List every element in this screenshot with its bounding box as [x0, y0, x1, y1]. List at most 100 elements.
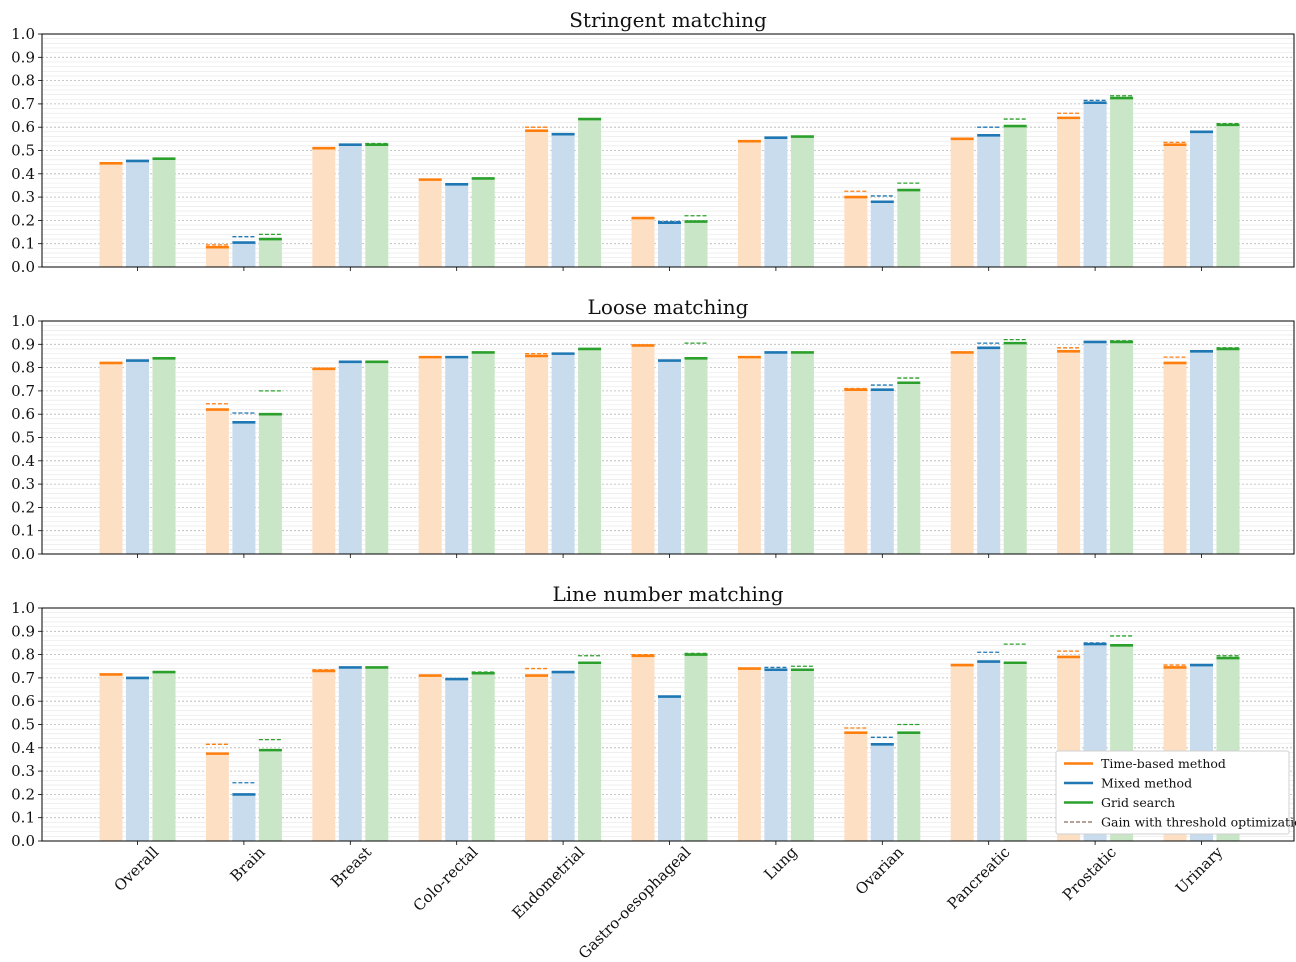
- bar-0: [631, 218, 655, 267]
- y-tick-label: 0.2: [11, 498, 35, 516]
- y-tick-label: 0.1: [11, 522, 35, 540]
- legend-label: Grid search: [1101, 795, 1175, 810]
- bar-0: [1163, 144, 1187, 267]
- bar-2: [152, 358, 176, 554]
- bar-0: [1057, 117, 1081, 267]
- y-tick-label: 0.0: [11, 258, 35, 276]
- bar-2: [897, 382, 921, 554]
- panel-title: Loose matching: [588, 295, 749, 319]
- y-tick-label: 0.5: [11, 716, 35, 734]
- bar-2: [365, 144, 389, 267]
- bar-1: [658, 696, 681, 841]
- bar-0: [205, 409, 229, 554]
- bar-0: [418, 179, 442, 267]
- bar-1: [126, 677, 149, 841]
- bar-0: [950, 138, 974, 267]
- x-tick-label: Pancreatic: [944, 843, 1014, 913]
- legend-label: Mixed method: [1101, 776, 1192, 791]
- bar-1: [126, 160, 149, 267]
- y-tick-label: 0.9: [11, 622, 35, 640]
- x-tick-label: Gastro-oesophageal: [575, 843, 695, 962]
- bar-0: [737, 668, 761, 841]
- bar-0: [205, 247, 229, 267]
- bar-1: [126, 360, 149, 554]
- y-tick-label: 0.4: [11, 452, 35, 470]
- bar-1: [870, 389, 894, 554]
- y-tick-label: 1.0: [11, 25, 35, 43]
- bar-2: [365, 361, 389, 554]
- y-tick-label: 0.1: [11, 235, 35, 253]
- bar-2: [1216, 348, 1240, 554]
- panel-title: Stringent matching: [569, 8, 767, 32]
- bar-2: [1216, 124, 1240, 268]
- bar-0: [844, 389, 868, 554]
- legend-label: Gain with threshold optimization: [1101, 815, 1296, 830]
- y-tick-label: 0.6: [11, 405, 35, 423]
- bar-2: [684, 221, 708, 267]
- y-tick-label: 0.7: [11, 95, 35, 113]
- bar-1: [1083, 102, 1107, 267]
- y-tick-label: 0.4: [11, 165, 35, 183]
- bar-0: [737, 141, 761, 267]
- bar-0: [418, 357, 442, 554]
- bar-0: [525, 130, 549, 267]
- bar-2: [258, 239, 282, 267]
- bar-0: [99, 674, 123, 841]
- axes-frame: [41, 320, 1295, 555]
- panel-title: Line number matching: [552, 582, 783, 606]
- bar-0: [312, 368, 336, 554]
- bar-1: [977, 347, 1001, 554]
- bar-0: [1163, 362, 1187, 554]
- bar-2: [1110, 98, 1134, 267]
- bar-1: [977, 661, 1001, 841]
- bar-2: [684, 358, 708, 554]
- bar-1: [1083, 341, 1107, 554]
- y-tick-label: 0.8: [11, 359, 35, 377]
- bar-1: [764, 669, 788, 841]
- bar-2: [365, 667, 389, 841]
- bar-1: [551, 134, 575, 267]
- bar-0: [312, 670, 336, 841]
- y-tick-label: 0.1: [11, 809, 35, 827]
- y-tick-label: 0.6: [11, 692, 35, 710]
- bar-2: [1003, 343, 1027, 554]
- bar-0: [99, 362, 123, 554]
- bar-2: [258, 414, 282, 554]
- panel-3: 0.0 0.1 0.2 0.3 0.4 0.5 0.6 0.7 0.8 0.9 1.0 Line nu…: [11, 582, 1295, 850]
- bar-2: [790, 352, 814, 554]
- bar-0: [844, 197, 868, 267]
- bar-0: [631, 345, 655, 554]
- bar-2: [258, 750, 282, 841]
- bar-1: [551, 353, 575, 554]
- x-tick-label: Prostatic: [1059, 843, 1120, 904]
- bar-1: [1190, 131, 1213, 267]
- y-tick-label: 0.7: [11, 382, 35, 400]
- bar-0: [525, 675, 549, 841]
- legend: Time-based method Mixed method Grid search…: [1055, 750, 1296, 835]
- bar-1: [232, 242, 256, 267]
- y-tick-label: 0.0: [11, 832, 35, 850]
- x-tick-label: Lung: [761, 843, 802, 884]
- y-tick-label: 0.0: [11, 545, 35, 563]
- bar-2: [471, 352, 495, 554]
- bar-2: [152, 672, 176, 841]
- bar-2: [471, 178, 495, 267]
- bar-0: [312, 148, 336, 267]
- x-tick-label: Overall: [110, 843, 162, 895]
- bar-1: [870, 201, 894, 267]
- bar-1: [338, 361, 362, 554]
- bar-2: [1110, 341, 1134, 554]
- bar-2: [897, 190, 921, 267]
- bar-1: [338, 667, 362, 841]
- bar-0: [1057, 351, 1081, 554]
- bar-1: [658, 222, 681, 267]
- x-tick-label: Brain: [227, 843, 269, 885]
- bar-2: [1003, 126, 1027, 267]
- panel-2: 0.0 0.1 0.2 0.3 0.4 0.5 0.6 0.7 0.8 0.9 1.0 Loose m…: [11, 295, 1295, 563]
- bar-2: [578, 119, 602, 267]
- bar-0: [950, 665, 974, 841]
- bar-0: [99, 163, 123, 267]
- legend-label: Time-based method: [1101, 756, 1226, 771]
- x-tick-label: Colo-rectal: [410, 843, 482, 915]
